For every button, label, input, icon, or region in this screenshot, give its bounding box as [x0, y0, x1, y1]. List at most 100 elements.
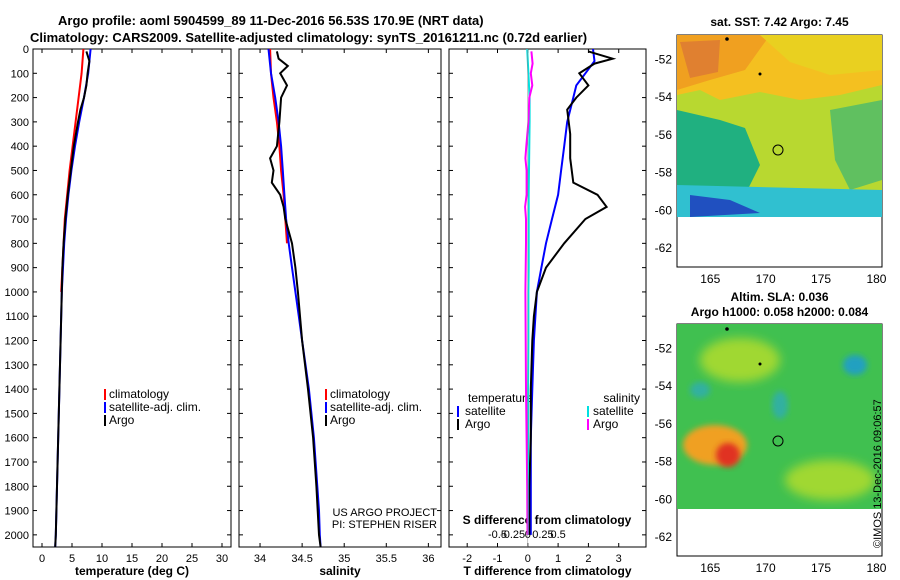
series-line-argo: [269, 51, 322, 547]
y-tick-label: 1400: [5, 384, 29, 396]
y-tick-label: 100: [11, 68, 29, 80]
x-tick-label: 20: [156, 553, 168, 565]
y-tick-label: 1800: [5, 481, 29, 493]
salinity-diff-tick-label: -0.25: [500, 529, 525, 541]
x-tick-label: 10: [96, 553, 108, 565]
map-subtitle: Argo h1000: 0.058 h2000: 0.084: [691, 305, 869, 319]
legend-label: Argo: [465, 417, 491, 431]
legend-label: satellite-adj. clim.: [109, 400, 201, 414]
legend-label: Argo: [593, 417, 619, 431]
map-y-tick-label: -62: [655, 530, 673, 544]
y-tick-label: 1000: [5, 287, 29, 299]
map-x-tick-label: 170: [756, 272, 776, 286]
sst-north-east: [760, 35, 882, 75]
y-tick-label: 1100: [5, 311, 29, 323]
sla-map: [676, 323, 883, 557]
map-y-tick-label: -54: [655, 379, 673, 393]
map-y-tick-label: -54: [655, 90, 673, 104]
sst-argo-marker: [772, 144, 784, 156]
y-tick-label: 200: [11, 93, 29, 105]
x-tick-label: 0: [39, 553, 45, 565]
map-y-tick-label: -56: [655, 128, 673, 142]
y-tick-label: 400: [11, 141, 29, 153]
sst-map: [676, 34, 883, 268]
watermark: ©IMOS 13-Dec-2016 09:06:57: [872, 399, 884, 548]
x-tick-label: 25: [186, 553, 198, 565]
sla-argo-marker: [772, 435, 784, 447]
sla-low-eddy-3: [690, 382, 710, 398]
x-tick-label: 34.5: [291, 553, 312, 565]
sla-island-marker: [758, 362, 762, 366]
map-title: Altim. SLA: 0.036: [730, 290, 828, 304]
legend-label: temperature: [468, 391, 533, 405]
x-tick-label: 35.5: [376, 553, 397, 565]
salinity-panel-frame: [238, 48, 442, 548]
sla-low-eddy: [843, 355, 867, 375]
series-line-t-satellite: [529, 49, 596, 535]
sla-low-eddy-2: [772, 391, 788, 419]
legend-label: satellite: [593, 404, 634, 418]
x-tick-label: -2: [462, 553, 472, 565]
x-tick-label: 3: [616, 553, 622, 565]
x-tick-label: 2: [585, 553, 591, 565]
map-x-tick-label: 170: [756, 561, 776, 575]
legend-label: salinity: [603, 391, 640, 405]
x-tick-label: 34: [254, 553, 266, 565]
x-tick-label: 36: [422, 553, 434, 565]
x-tick-label: 15: [126, 553, 138, 565]
y-tick-label: 1500: [5, 408, 29, 420]
map-x-tick-label: 175: [811, 561, 831, 575]
y-tick-label: 900: [11, 263, 29, 275]
map-y-tick-label: -52: [655, 53, 673, 67]
map-y-tick-label: -60: [655, 203, 673, 217]
map-y-tick-label: -62: [655, 241, 673, 255]
temperature-panel-frame: [32, 48, 232, 548]
salinity-diff-tick-label: 0.25: [532, 529, 553, 541]
y-tick-label: 500: [11, 165, 29, 177]
series-line-s-argo: [524, 51, 534, 535]
difference-panel-frame: [448, 48, 647, 548]
project-label: US ARGO PROJECT: [332, 507, 437, 519]
map-y-tick-label: -58: [655, 166, 673, 180]
y-tick-label: 1600: [5, 433, 29, 445]
x-tick-label: 30: [216, 553, 228, 565]
x-tick-label: 0: [525, 553, 531, 565]
x-tick-label: -1: [493, 553, 503, 565]
x-axis-label: temperature (deg C): [75, 564, 189, 578]
x-axis-label: T difference from climatology: [463, 564, 631, 578]
y-tick-label: 1200: [5, 336, 29, 348]
sst-east-cool: [830, 100, 882, 190]
sst-island-marker: [758, 72, 762, 76]
sla-island-marker-north: [725, 327, 729, 331]
map-y-tick-label: -52: [655, 342, 673, 356]
map-x-tick-label: 165: [700, 561, 720, 575]
map-x-tick-label: 180: [866, 272, 886, 286]
sst-coldest-patch: [690, 195, 760, 217]
sst-cool-tongue: [677, 110, 760, 205]
series-line-argo: [54, 51, 91, 547]
map-y-tick-label: -56: [655, 417, 673, 431]
legend-label: Argo: [330, 413, 356, 427]
series-line-t-argo: [528, 50, 617, 535]
y-tick-label: 1700: [5, 457, 29, 469]
pi-label: PI: STEPHEN RISER: [332, 519, 437, 531]
map-y-tick-label: -58: [655, 455, 673, 469]
y-tick-label: 1300: [5, 360, 29, 372]
legend-label: climatology: [330, 387, 390, 401]
title-line-1: Argo profile: aoml 5904599_89 11-Dec-201…: [58, 13, 484, 28]
sla-warm-core: [716, 443, 740, 467]
y-tick-label: 800: [11, 238, 29, 250]
salinity-diff-tick-label: 0.5: [550, 529, 565, 541]
y-tick-label: 300: [11, 117, 29, 129]
map-x-tick-label: 165: [700, 272, 720, 286]
legend-label: satellite: [465, 404, 506, 418]
salinity-diff-tick-label: -0.5: [488, 529, 507, 541]
map-title: sat. SST: 7.42 Argo: 7.45: [710, 15, 849, 29]
y-tick-label: 1900: [5, 506, 29, 518]
page-title: Argo profile: aoml 5904599_89 11-Dec-201…: [0, 0, 900, 60]
series-line-s-satellite: [526, 49, 531, 535]
sst-hot-patch: [680, 40, 720, 78]
map-x-tick-label: 175: [811, 272, 831, 286]
y-tick-label: 2000: [5, 530, 29, 542]
map-y-tick-label: -60: [655, 492, 673, 506]
